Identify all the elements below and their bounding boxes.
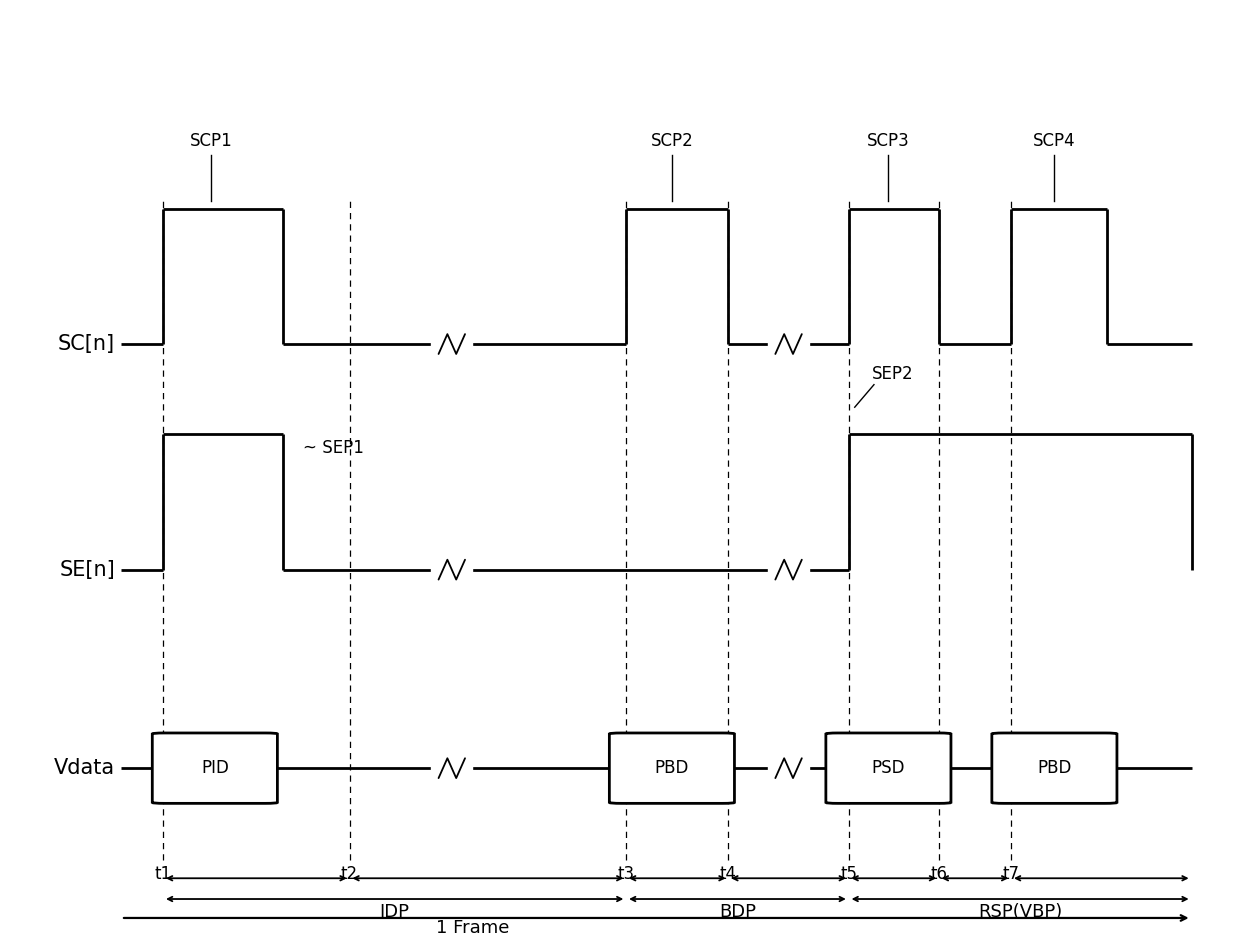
Text: t5: t5 (841, 865, 857, 883)
Text: IDP: IDP (379, 902, 409, 920)
FancyBboxPatch shape (992, 733, 1117, 804)
FancyBboxPatch shape (609, 733, 734, 804)
Text: SCP3: SCP3 (867, 132, 910, 150)
Text: t6: t6 (930, 865, 947, 883)
FancyBboxPatch shape (153, 733, 278, 804)
Text: t7: t7 (1003, 865, 1019, 883)
Text: PBD: PBD (1037, 760, 1071, 777)
Text: ~ SEP1: ~ SEP1 (303, 439, 363, 457)
FancyBboxPatch shape (826, 733, 951, 804)
Text: SCP2: SCP2 (651, 132, 693, 150)
Text: BDP: BDP (719, 902, 756, 920)
Text: SCP4: SCP4 (1033, 132, 1076, 150)
Text: PSD: PSD (872, 760, 905, 777)
Text: t3: t3 (618, 865, 635, 883)
Text: PBD: PBD (655, 760, 689, 777)
Text: t4: t4 (720, 865, 737, 883)
Text: RSP(VBP): RSP(VBP) (978, 902, 1063, 920)
Text: SCP1: SCP1 (190, 132, 233, 150)
Text: t1: t1 (155, 865, 171, 883)
Text: PID: PID (201, 760, 228, 777)
Text: SC[n]: SC[n] (58, 334, 115, 354)
Text: t2: t2 (341, 865, 358, 883)
Text: 1 Frame: 1 Frame (436, 919, 510, 937)
Text: Vdata: Vdata (53, 759, 115, 778)
Text: SE[n]: SE[n] (60, 559, 115, 580)
Text: SEP2: SEP2 (872, 365, 913, 383)
